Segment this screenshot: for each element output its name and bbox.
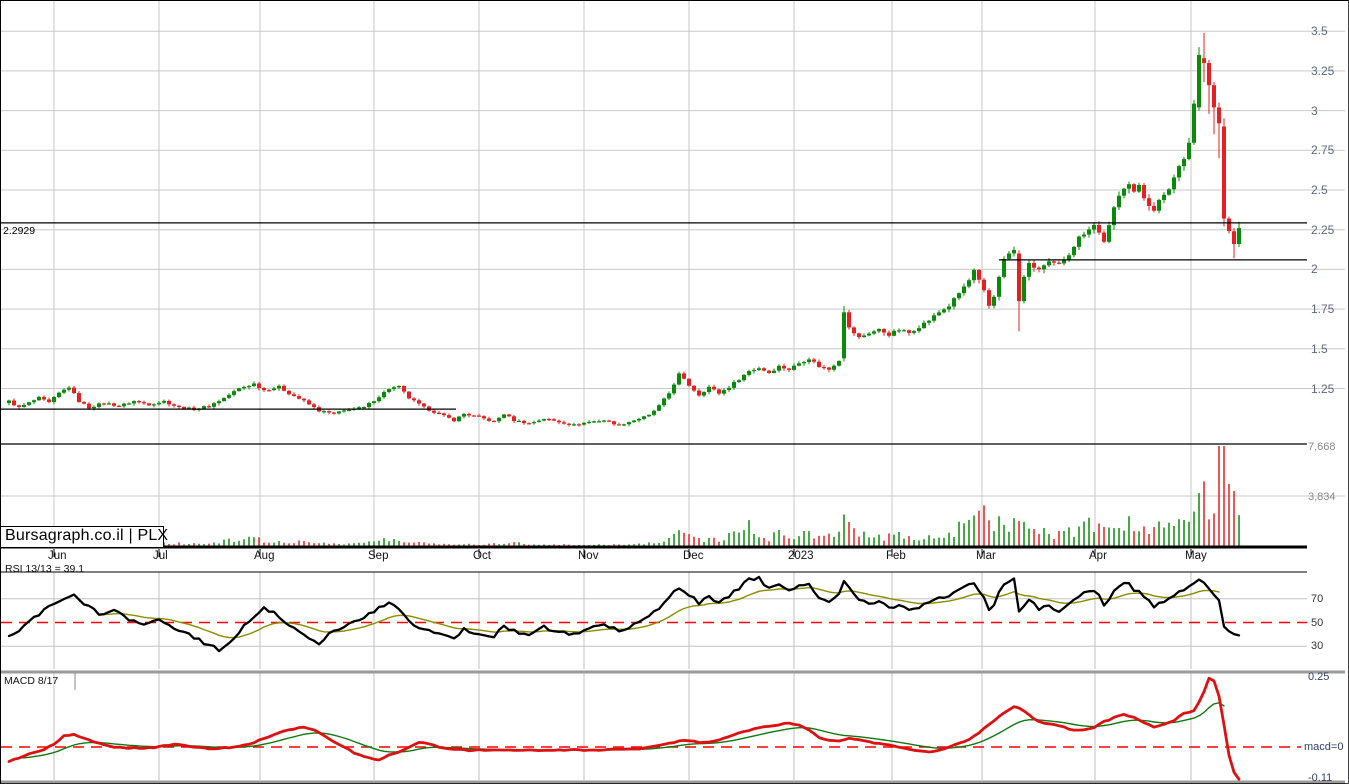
panel-separators [1,443,1348,784]
watermark-box [1,526,164,547]
candles-down [12,32,1236,427]
rsi-panel [1,571,1307,653]
price-lines [1,222,1307,410]
macd-panel [1,676,1301,781]
candles-up [7,47,1241,427]
volume-bars-up [8,493,1240,546]
